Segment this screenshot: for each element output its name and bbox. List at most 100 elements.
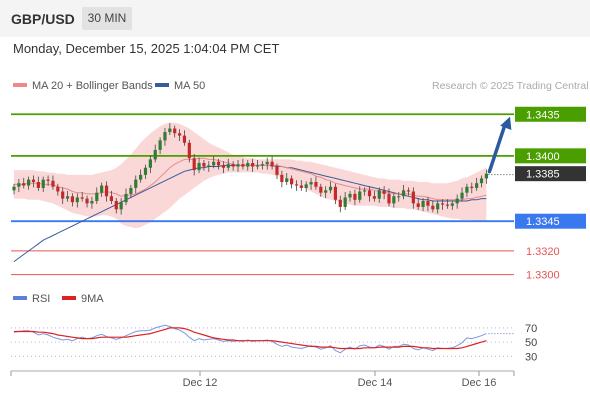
timeframe-button[interactable]: 30 MIN — [82, 7, 132, 30]
candle-body — [251, 162, 255, 167]
bollinger-band — [14, 122, 487, 229]
candle-body — [226, 164, 230, 168]
candle-body — [367, 190, 372, 197]
level-label-1.3320: 1.3320 — [526, 246, 560, 258]
candle-body — [27, 179, 31, 186]
candle-body — [134, 179, 138, 188]
rsi-ma-line — [14, 327, 487, 350]
legend-bollinger: MA 20 + Bollinger Bands — [13, 80, 153, 92]
candle-body — [231, 164, 235, 167]
legend-rsi-ma-label: 9MA — [81, 293, 104, 305]
candle-body — [479, 178, 484, 184]
candle-body — [426, 201, 430, 206]
candle-body — [246, 162, 250, 167]
candle-body — [333, 186, 338, 200]
candle-body — [431, 205, 435, 210]
timestamp: Monday, December 15, 2025 1:04:04 PM CET — [13, 41, 280, 56]
rsi-ma-swatch — [62, 296, 76, 301]
candle-body — [392, 196, 396, 204]
candle-body — [221, 165, 226, 168]
candle-body — [338, 199, 342, 207]
bollinger-band-layer — [14, 122, 487, 229]
candle-body — [436, 203, 440, 210]
projection-arrow — [487, 122, 507, 174]
candle-body — [212, 161, 216, 166]
candle-body — [12, 186, 16, 191]
candle-body — [255, 165, 260, 167]
candle-body — [270, 161, 274, 167]
candle-body — [129, 187, 133, 194]
rsi-tick-30: 30 — [525, 351, 537, 363]
rsi-tick-50: 50 — [525, 337, 537, 349]
candle-body — [114, 201, 118, 210]
candle-body — [299, 185, 303, 188]
candle-body — [51, 180, 55, 187]
candles-layer — [12, 123, 488, 215]
candle-body — [304, 184, 308, 188]
ma20-line — [14, 157, 487, 201]
candle-body — [289, 178, 294, 185]
candle-body — [465, 186, 469, 193]
ma50-swatch — [155, 83, 169, 88]
candle-body — [285, 178, 289, 182]
candle-body — [358, 191, 362, 200]
candle-body — [36, 181, 40, 188]
level-tag-label-1.3400: 1.3400 — [526, 151, 560, 163]
level-tag-1.3400 — [515, 148, 586, 164]
candle-body — [153, 149, 157, 160]
price-tags-layer: 1.3435 1.3400 1.3345 1.3320 1.3300 1.3385 — [487, 106, 586, 282]
candle-body — [187, 142, 191, 159]
candle-body — [148, 159, 152, 168]
candle-body — [387, 193, 391, 204]
candle-body — [382, 190, 386, 194]
last-price-label: 1.3385 — [526, 169, 560, 181]
levels-layer — [11, 113, 514, 276]
candle-body — [168, 128, 172, 133]
bollinger-swatch — [13, 83, 27, 88]
candle-body — [207, 165, 211, 167]
projection-arrow-head — [500, 116, 512, 130]
candle-body — [80, 197, 84, 199]
candle-body — [100, 185, 104, 193]
candle-body — [56, 186, 60, 192]
candle-body — [31, 179, 36, 182]
candle-body — [348, 193, 352, 198]
moving-averages-layer — [13, 157, 487, 263]
candle-body — [236, 164, 240, 167]
candle-body — [343, 197, 347, 207]
candle-body — [460, 192, 464, 199]
candle-body — [109, 196, 113, 202]
candle-body — [192, 158, 196, 171]
candle-body — [450, 203, 454, 206]
candle-body — [119, 202, 123, 210]
candle-body — [309, 181, 313, 185]
legend-rsi-label: RSI — [32, 293, 51, 305]
candle-body — [475, 183, 479, 188]
candle-body — [353, 193, 357, 200]
legend-rsi-ma: 9MA — [62, 293, 104, 305]
candle-body — [416, 203, 420, 207]
chart-header: GBP/USD 30 MIN — [0, 0, 590, 37]
candle-body — [65, 196, 70, 199]
credit-text: Research © 2025 Trading Central — [432, 80, 589, 92]
candle-body — [314, 181, 318, 187]
candle-body — [197, 162, 201, 171]
candle-body — [143, 167, 148, 175]
candle-body — [182, 135, 187, 143]
candle-body — [216, 161, 221, 166]
candle-body — [173, 128, 177, 134]
candle-body — [294, 184, 299, 186]
candle-body — [95, 192, 99, 202]
candle-body — [280, 174, 284, 182]
candle-body — [139, 174, 143, 180]
candle-body — [41, 179, 45, 188]
candle-body — [75, 197, 79, 203]
candle-body — [124, 193, 128, 203]
candle-body — [363, 190, 367, 192]
level-label-1.3300: 1.3300 — [526, 270, 560, 282]
candle-body — [265, 161, 269, 165]
symbol-title: GBP/USD — [11, 11, 75, 27]
candle-body — [275, 166, 279, 175]
candle-body — [470, 186, 474, 188]
